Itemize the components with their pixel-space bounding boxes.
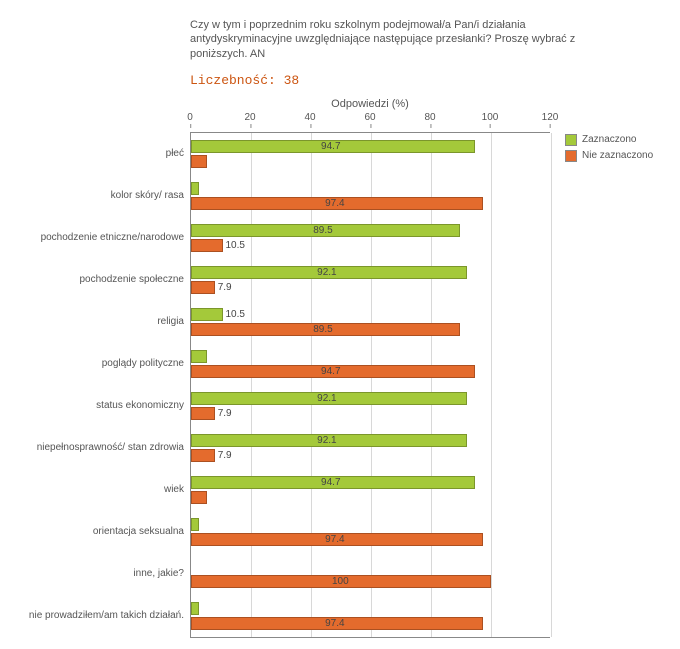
legend-label: Zaznaczono	[582, 134, 636, 145]
survey-bar-chart: Czy w tym i poprzednim roku szkolnym pod…	[0, 0, 680, 649]
bar-cell: 97.4	[190, 595, 551, 637]
legend: Zaznaczono Nie zaznaczono	[565, 112, 653, 166]
category-row: wiek 94.7	[10, 469, 551, 511]
legend-swatch	[565, 150, 577, 162]
bar-segment	[191, 491, 207, 504]
category-row: inne, jakie? 100	[10, 553, 551, 595]
x-tick: 40	[304, 112, 315, 123]
bar-segment	[191, 518, 199, 531]
bar-cell: 97.4	[190, 175, 551, 217]
bar-cell: 10.5 89.5	[190, 301, 551, 343]
bar-value-label: 7.9	[218, 407, 232, 420]
bar-value-label: 89.5	[313, 323, 332, 336]
bar-segment	[191, 350, 207, 363]
category-row: nie prowadziłem/am takich działań. 97.4	[10, 595, 551, 637]
bar-segment	[191, 155, 207, 168]
bar-value-label: 94.7	[321, 476, 340, 489]
bar-cell: 100	[190, 553, 551, 595]
x-tick: 0	[187, 112, 193, 123]
bar-segment	[191, 602, 199, 615]
bar-segment	[191, 281, 215, 294]
bar-cell: 92.1 7.9	[190, 259, 551, 301]
category-row: pochodzenie społeczne 92.1 7.9	[10, 259, 551, 301]
bar-cell: 89.5 10.5	[190, 217, 551, 259]
legend-item: Nie zaznaczono	[565, 150, 653, 162]
category-row: niepełnosprawność/ stan zdrowia 92.1 7.9	[10, 427, 551, 469]
bar-cell: 94.7	[190, 133, 551, 175]
chart-subtitle: Liczebność: 38	[190, 73, 670, 88]
bar-value-label: 92.1	[317, 434, 336, 447]
x-axis-bottom	[190, 637, 550, 639]
bar-value-label: 10.5	[226, 308, 245, 321]
bar-value-label: 7.9	[218, 281, 232, 294]
category-row: orientacja seksualna 97.4	[10, 511, 551, 553]
category-row: religia 10.5 89.5	[10, 301, 551, 343]
category-label: płeć	[10, 148, 190, 160]
x-tick: 80	[424, 112, 435, 123]
bar-segment	[191, 407, 215, 420]
chart-title: Czy w tym i poprzednim roku szkolnym pod…	[190, 18, 610, 61]
category-row: pochodzenie etniczne/narodowe 89.5 10.5	[10, 217, 551, 259]
legend-item: Zaznaczono	[565, 134, 653, 146]
bar-value-label: 100	[332, 575, 349, 588]
bar-value-label: 97.4	[325, 197, 344, 210]
legend-swatch	[565, 134, 577, 146]
category-label: wiek	[10, 484, 190, 496]
bar-cell: 92.1 7.9	[190, 427, 551, 469]
category-label: pochodzenie społeczne	[10, 274, 190, 286]
bar-cell: 97.4	[190, 511, 551, 553]
category-row: status ekonomiczny 92.1 7.9	[10, 385, 551, 427]
x-axis-title: Odpowiedzi (%)	[190, 98, 550, 110]
bar-value-label: 97.4	[325, 617, 344, 630]
bar-cell: 92.1 7.9	[190, 385, 551, 427]
x-tick: 100	[482, 112, 499, 123]
category-label: status ekonomiczny	[10, 400, 190, 412]
category-label: kolor skóry/ rasa	[10, 190, 190, 202]
category-label: religia	[10, 316, 190, 328]
bar-value-label: 92.1	[317, 266, 336, 279]
bar-segment	[191, 239, 223, 252]
category-label: niepełnosprawność/ stan zdrowia	[10, 442, 190, 454]
bar-value-label: 94.7	[321, 140, 340, 153]
x-tick: 120	[542, 112, 559, 123]
bar-value-label: 92.1	[317, 392, 336, 405]
category-row: poglądy polityczne 94.7	[10, 343, 551, 385]
bar-value-label: 10.5	[226, 239, 245, 252]
bar-value-label: 7.9	[218, 449, 232, 462]
x-tick: 20	[244, 112, 255, 123]
bar-value-label: 89.5	[313, 224, 332, 237]
legend-label: Nie zaznaczono	[582, 150, 653, 161]
x-axis-ticks: 020406080100120	[190, 112, 550, 133]
category-label: inne, jakie?	[10, 568, 190, 580]
category-label: poglądy polityczne	[10, 358, 190, 370]
bar-segment	[191, 449, 215, 462]
x-tick: 60	[364, 112, 375, 123]
category-label: pochodzenie etniczne/narodowe	[10, 232, 190, 244]
bar-value-label: 97.4	[325, 533, 344, 546]
plot-area: 020406080100120 płeć94.7kolor skóry/ ras…	[10, 112, 551, 639]
category-row: kolor skóry/ rasa 97.4	[10, 175, 551, 217]
bar-segment	[191, 308, 223, 321]
bar-cell: 94.7	[190, 469, 551, 511]
bar-segment	[191, 182, 199, 195]
bar-cell: 94.7	[190, 343, 551, 385]
category-label: orientacja seksualna	[10, 526, 190, 538]
chart-rows: płeć 94.7 kolor skóry/ rasa 97.4 pochodzenie…	[10, 133, 551, 637]
bar-value-label: 94.7	[321, 365, 340, 378]
category-label: nie prowadziłem/am takich działań.	[10, 610, 190, 622]
category-row: płeć 94.7	[10, 133, 551, 175]
